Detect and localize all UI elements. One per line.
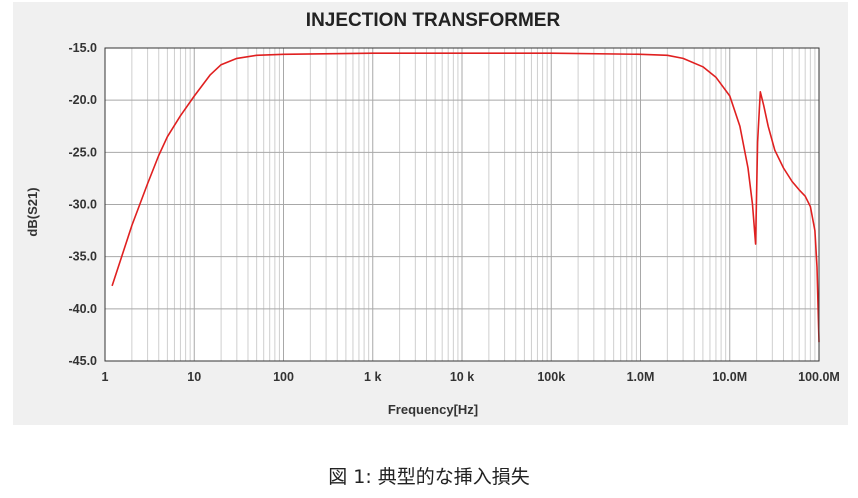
x-tick-label: 1 bbox=[102, 370, 109, 384]
x-tick-label: 1 k bbox=[364, 370, 381, 384]
x-tick-label: 100k bbox=[537, 370, 565, 384]
x-tick-label: 10 k bbox=[450, 370, 474, 384]
x-axis-label: Frequency[Hz] bbox=[388, 402, 478, 417]
y-tick-label: -35.0 bbox=[69, 250, 98, 264]
chart-panel: INJECTION TRANSFORMER 1 10 100 1 k 10 k 100k 1… bbox=[13, 2, 848, 425]
y-tick-label: -45.0 bbox=[69, 354, 98, 368]
y-tick-label: -25.0 bbox=[69, 145, 98, 159]
x-tick-label: 10 bbox=[187, 370, 201, 384]
y-tick-label: -15.0 bbox=[69, 41, 98, 55]
series-line-s21 bbox=[111, 52, 820, 343]
x-tick-label: 1.0M bbox=[627, 370, 655, 384]
tick-labels: 1 10 100 1 k 10 k 100k 1.0M 10.0M 100.0M -15.0 -20… bbox=[69, 41, 840, 384]
x-tick-label: 100.0M bbox=[798, 370, 840, 384]
plot-frame bbox=[104, 47, 820, 362]
chart-title: INJECTION TRANSFORMER bbox=[306, 10, 561, 31]
y-tick-label: -40.0 bbox=[69, 302, 98, 316]
x-tick-label: 10.0M bbox=[712, 370, 747, 384]
figure-caption: 図 1: 典型的な挿入損失 bbox=[328, 466, 530, 488]
y-axis-label: dB(S21) bbox=[25, 187, 40, 236]
chart-svg: INJECTION TRANSFORMER 1 10 100 1 k 10 k 100k 1… bbox=[25, 10, 840, 417]
x-tick-label: 100 bbox=[273, 370, 294, 384]
series-layer bbox=[111, 52, 820, 343]
y-tick-label: -20.0 bbox=[69, 93, 98, 107]
y-tick-label: -30.0 bbox=[69, 198, 98, 212]
